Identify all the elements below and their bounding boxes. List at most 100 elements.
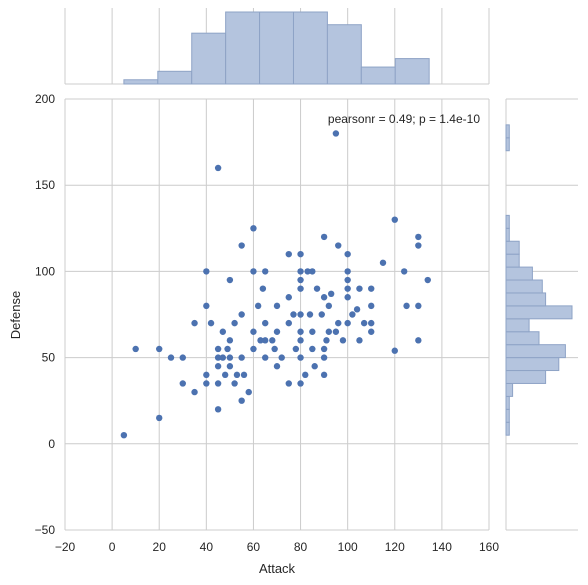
x-tick-label: 60 [247,540,261,554]
scatter-point [368,285,375,292]
scatter-point [179,354,186,361]
marginal-histogram-y [505,124,573,436]
scatter-point [203,380,210,387]
x-tick-label: 40 [200,540,214,554]
scatter-point [320,233,328,241]
scatter-points [120,130,431,439]
scatter-point [297,380,304,387]
scatter-point [306,311,314,318]
scatter-point [254,302,262,310]
scatter-point [250,328,257,335]
y-axis-label: Defense [8,291,23,339]
scatter-point [120,431,128,439]
scatter-point [302,371,309,379]
axes-spines [64,8,578,531]
scatter-point [297,268,304,275]
scatter-point [167,354,175,361]
scatter-point [335,242,342,249]
scatter-point [356,285,363,292]
histogram-x-bar [225,11,261,85]
scatter-point [214,406,222,413]
histogram-x-bar [326,24,362,85]
scatter-point [391,216,398,223]
x-tick-label: −20 [55,540,76,554]
scatter-point [292,345,300,353]
scatter-point [290,311,297,318]
scatter-point [401,268,408,275]
scatter-point [271,345,278,353]
pearson-annotation: pearsonr = 0.49; p = 1.4e-10 [328,112,480,126]
scatter-point [318,311,325,318]
scatter-point [273,302,281,310]
scatter-point [344,250,351,258]
scatter-point [327,290,335,298]
scatter-point [257,337,264,344]
x-tick-label: 20 [153,540,167,554]
scatter-point [297,276,304,284]
y-tick-label: 150 [35,178,55,192]
histogram-y-bar [505,318,530,333]
x-tick-label: 100 [338,540,358,554]
scatter-point [323,337,330,344]
scatter-point [191,388,198,396]
scatter-point [332,328,340,335]
scatter-point [226,354,234,361]
scatter-point [250,268,257,275]
scatter-point [356,337,363,344]
scatter-point [226,337,234,344]
histogram-x-bar [360,66,396,85]
scatter-point [325,328,333,335]
scatter-point [233,371,241,379]
scatter-point [238,242,245,249]
scatter-point [304,268,311,275]
scatter-point [262,268,269,275]
scatter-point [415,302,422,310]
scatter-point [320,371,328,379]
scatter-point [297,250,304,258]
scatter-point [231,380,238,387]
scatter-point [309,345,316,353]
histogram-y-bar [505,137,510,152]
histogram-y-bar [505,253,520,268]
scatter-point [285,294,292,301]
scatter-point [360,319,368,327]
histogram-y-bar [505,240,520,255]
histogram-x-bar [394,58,430,85]
scatter-point [259,285,267,292]
scatter-point [309,328,316,335]
histogram-y-bar [505,382,514,397]
scatter-point [207,319,215,327]
scatter-point [219,354,227,361]
scatter-point [238,354,245,361]
y-tick-label: −50 [35,523,56,537]
scatter-point [214,363,222,370]
histogram-y-bar [505,292,547,307]
scatter-point [297,328,304,335]
histogram-y-bar [505,214,510,229]
scatter-point [156,414,163,422]
scatter-point [368,319,375,327]
scatter-point [353,306,361,313]
grid [64,8,578,531]
scatter-point [262,319,269,327]
scatter-point [415,242,422,249]
y-tick-label: 0 [48,437,55,451]
marginal-histogram-x [123,11,430,85]
scatter-point [221,371,229,379]
histogram-x-bar [191,32,227,85]
scatter-point [403,302,410,310]
histogram-x-bar [292,11,328,85]
x-tick-label: 80 [294,540,308,554]
scatter-point [278,354,285,361]
scatter-point [224,345,231,353]
scatter-point [297,285,304,292]
y-tick-label: 200 [35,92,55,106]
scatter-point [339,337,347,344]
scatter-point [285,380,292,387]
histogram-y-bar [505,421,510,436]
scatter-point [285,319,292,327]
scatter-point [391,347,398,354]
scatter-point [191,319,198,327]
histogram-x-bar [259,11,294,85]
scatter-point [320,354,328,361]
